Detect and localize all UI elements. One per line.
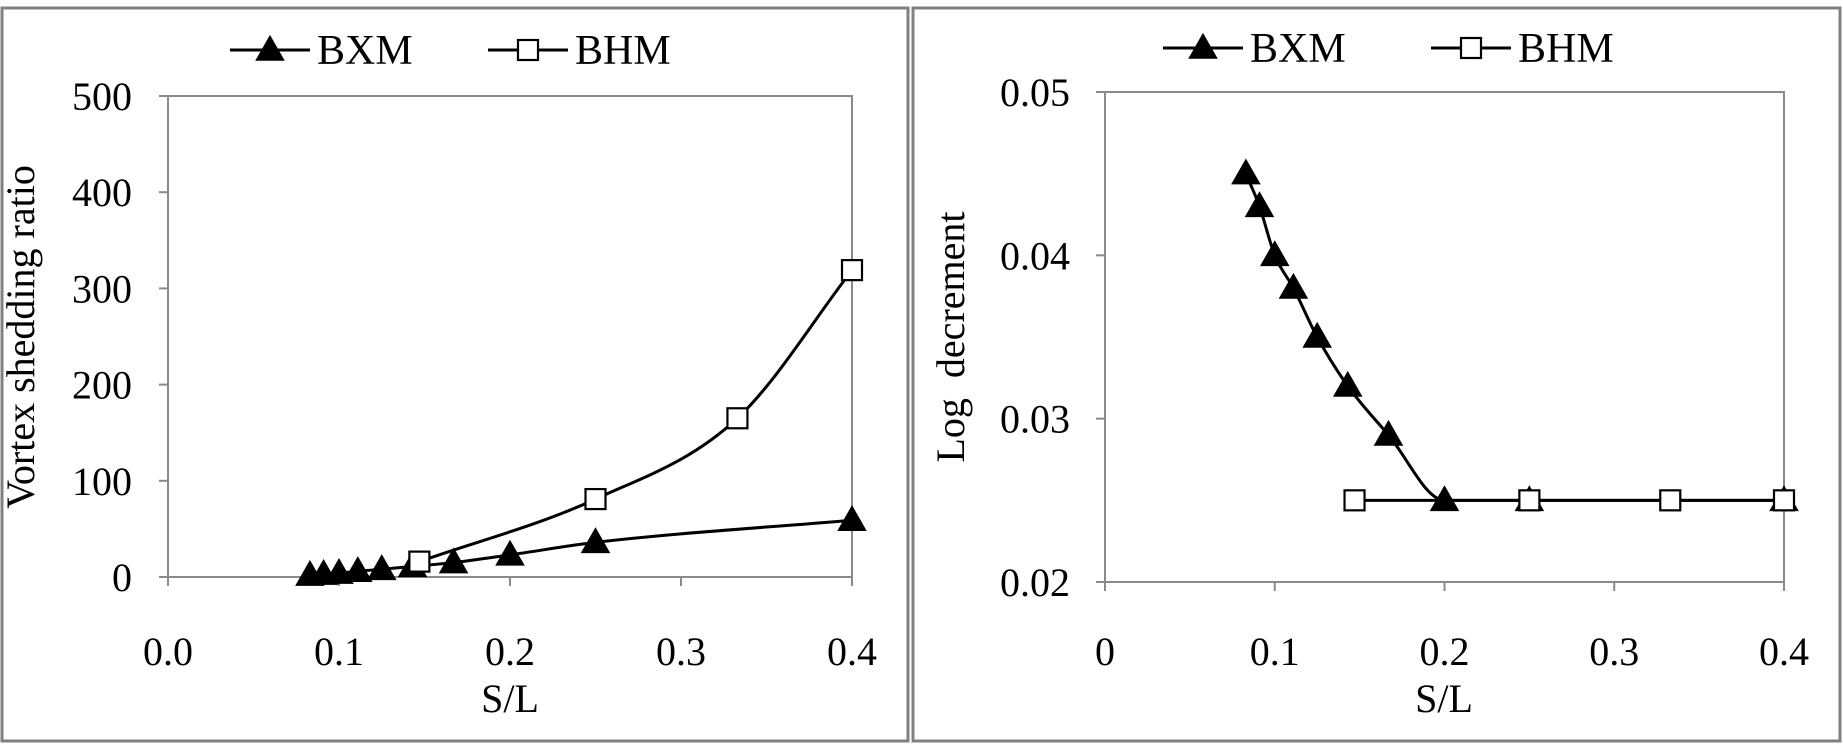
- y-axis-label: Vortex shedding ratio: [0, 165, 43, 509]
- data-point-triangle: [343, 556, 373, 582]
- data-point-triangle: [1259, 240, 1290, 267]
- legend-square-icon: [1459, 36, 1483, 60]
- series-bhm: [408, 259, 864, 573]
- x-axis-label: S/L: [1415, 676, 1473, 721]
- y-axis-label: Log decrement: [928, 212, 973, 463]
- legend-item-bxm: BXM: [1163, 26, 1346, 72]
- data-point-square: [1659, 489, 1682, 512]
- data-point-square: [840, 259, 864, 282]
- series-bhm: [1343, 489, 1796, 512]
- series-line-bxm: [1244, 173, 1784, 502]
- x-tick-label: 0.4: [827, 629, 877, 674]
- series-line-bxm: [309, 518, 853, 577]
- y-tick-label: 0.04: [1000, 233, 1070, 278]
- data-point-triangle: [837, 505, 867, 532]
- legend-item-bhm: BHM: [1431, 26, 1614, 72]
- x-tick-label: 0.2: [1420, 629, 1470, 674]
- x-tick-label: 0.0: [143, 629, 193, 674]
- x-tick-label: 0.4: [1759, 629, 1809, 674]
- data-point-triangle: [438, 547, 469, 574]
- x-tick-label: 0.2: [485, 629, 535, 674]
- legend-label: BHM: [575, 28, 671, 74]
- legend-label: BXM: [317, 28, 413, 74]
- legend-square-icon: [516, 38, 540, 62]
- data-point-triangle: [495, 539, 525, 566]
- legend-item-bhm: BHM: [488, 28, 671, 74]
- legend-item-bxm: BXM: [230, 28, 413, 74]
- data-point-triangle: [580, 527, 611, 554]
- y-tick-label: 0.03: [1000, 397, 1070, 442]
- data-point-square: [1343, 489, 1366, 512]
- legend-triangle-icon: [1188, 32, 1218, 59]
- data-point-square: [726, 407, 749, 430]
- y-tick-label: 500: [72, 74, 132, 119]
- plot-area: [167, 95, 853, 578]
- x-axis-label: S/L: [481, 676, 539, 721]
- x-tick-label: 0.1: [1250, 629, 1300, 674]
- legend-label: BXM: [1250, 26, 1346, 72]
- chart-frame: [911, 6, 1842, 743]
- data-point-square: [584, 487, 607, 511]
- series-bxm: [295, 505, 867, 586]
- data-point-triangle: [1244, 191, 1275, 218]
- x-tick-label: 0: [1095, 629, 1115, 674]
- series-bxm: [1231, 158, 1799, 512]
- chart-1: 0.0 0.1 0.2 0.3 0.4 0 100 200 300 400 500 S/L Vortex…: [0, 6, 910, 743]
- y-tick-label: 300: [72, 266, 132, 311]
- y-tick-label: 0.05: [1000, 70, 1070, 115]
- legend-label: BHM: [1518, 26, 1614, 72]
- data-point-square: [1772, 489, 1796, 512]
- y-tick-label: 0: [112, 555, 132, 600]
- data-point-square: [1518, 489, 1541, 512]
- data-point-triangle: [366, 554, 397, 581]
- data-point-triangle: [1332, 370, 1363, 397]
- data-point-triangle: [1231, 158, 1261, 185]
- x-tick-label: 0.3: [1589, 629, 1639, 674]
- x-tick-label: 0.3: [656, 629, 706, 674]
- chart-frame: [0, 6, 910, 743]
- series-line-bhm: [418, 269, 854, 564]
- chart-2: 0 0.1 0.2 0.3 0.4 0.02 0.03 0.04 0.05 S/L Log decr…: [911, 6, 1842, 743]
- y-tick-label: 0.02: [1000, 560, 1070, 605]
- y-tick-label: 200: [72, 363, 132, 408]
- data-point-triangle: [1429, 485, 1460, 512]
- data-point-triangle: [1373, 419, 1404, 446]
- y-tick-label: 100: [72, 459, 132, 504]
- data-point-square: [408, 550, 431, 573]
- legend-triangle-icon: [255, 34, 285, 61]
- data-point-triangle: [1278, 272, 1309, 299]
- x-tick-label: 0.1: [314, 629, 364, 674]
- data-point-triangle: [1302, 321, 1332, 348]
- y-tick-label: 400: [72, 170, 132, 215]
